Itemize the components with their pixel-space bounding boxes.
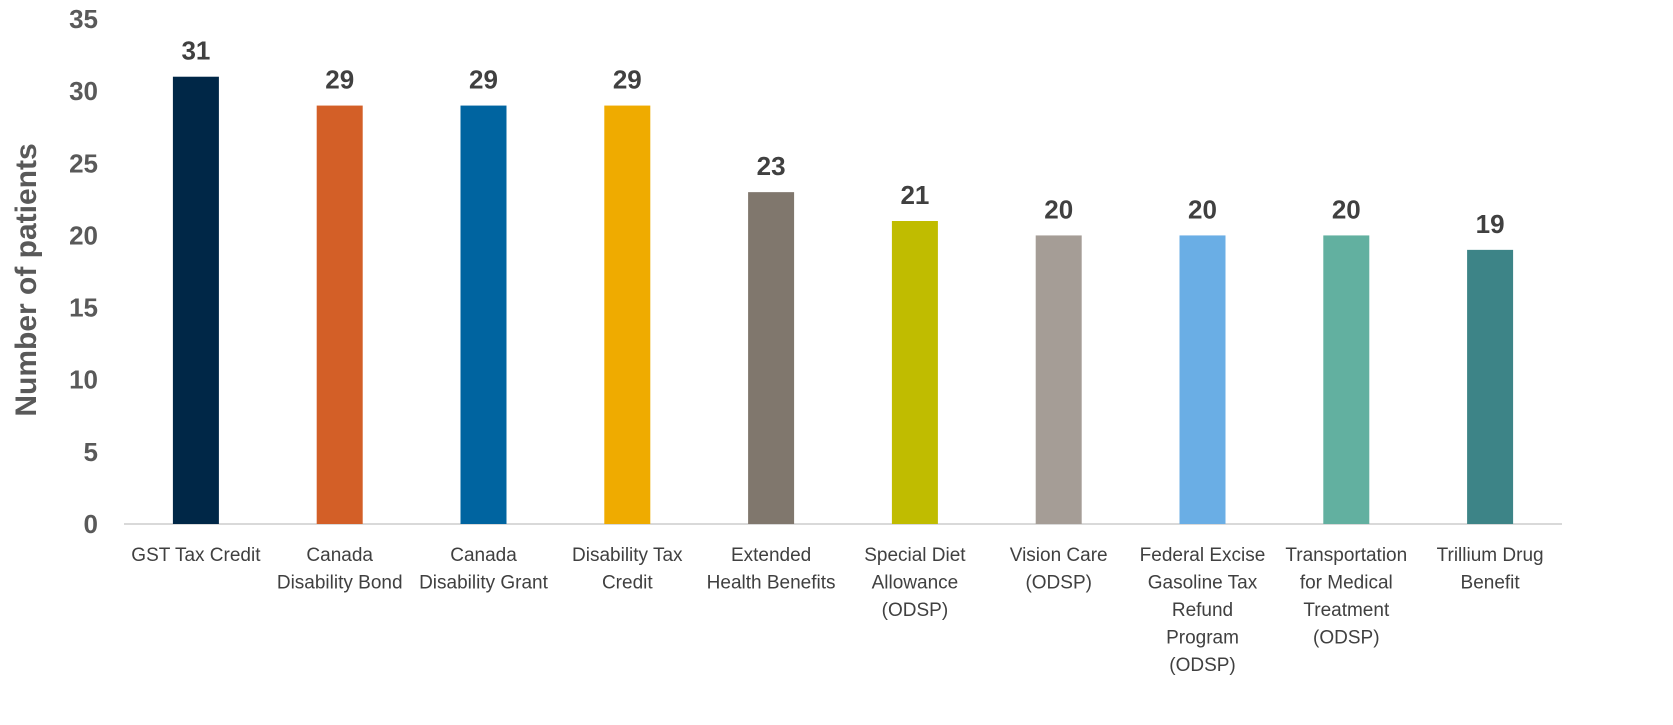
x-tick-label: Disability Tax Credit [572,545,683,594]
y-tick-label: 30 [69,76,98,106]
x-tick-label-line: Vision Care [1010,545,1108,566]
bar-data-label: 20 [1188,194,1217,224]
x-tick-label-line: Transportation [1285,545,1407,566]
x-tick-label-line: Extended [731,545,811,566]
y-tick-label: 35 [69,4,98,34]
bar [604,105,651,525]
x-tick-label-line: Canada [306,545,373,566]
data-labels: 31 29 29 29 23 21 20 20 20 19 [181,36,1504,239]
x-tick-label-line: Trillium Drug [1437,545,1544,566]
x-tick-label-line: Disability Grant [419,573,549,594]
x-tick-label-line: (ODSP) [1025,573,1092,594]
x-tick-label-line: Special Diet [864,545,966,566]
x-tick-label: Special Diet Allowance (ODSP) [864,545,966,621]
x-tick-label-line: Canada [450,545,517,566]
x-tick-label-line: Gasoline Tax [1148,573,1258,594]
x-tick-label-line: Program [1166,628,1239,649]
y-tick-label: 0 [84,509,98,539]
bar [460,105,507,525]
bar-data-label: 23 [757,151,786,181]
bars [172,76,1514,525]
bar [1035,235,1082,524]
y-axis-title-group: Number of patients [10,143,43,416]
x-tick-label-line: Disability Tax [572,545,683,566]
x-tick-label-line: for Medical [1300,573,1393,594]
x-tick-label-line: GST Tax Credit [131,545,261,566]
x-tick-label-line: Refund [1172,600,1233,621]
x-tick-label: Canada Disability Grant [419,545,549,594]
x-tick-label: Federal Excise Gasoline Tax Refund Program (… [1140,545,1266,676]
y-tick-label: 25 [69,148,98,178]
bar [891,221,938,524]
y-tick-label: 10 [69,365,98,395]
x-tick-label-line: Credit [602,573,653,594]
bar-data-label: 29 [469,65,498,95]
x-tick-label: GST Tax Credit [131,545,261,566]
bar [172,76,219,524]
x-axis-ticks: GST Tax Credit Canada Disability BondCanad… [131,545,1543,676]
bar-data-label: 20 [1044,194,1073,224]
bar [1467,249,1514,524]
x-tick-label-line: Treatment [1303,600,1390,621]
x-tick-label-line: (ODSP) [1169,655,1236,676]
bar [748,192,795,524]
bar [1323,235,1370,524]
x-tick-label: Vision Care (ODSP) [1010,545,1108,594]
y-axis-title: Number of patients [10,143,43,416]
bar-data-label: 20 [1332,194,1361,224]
x-tick-label-line: Benefit [1461,573,1521,594]
y-axis-ticks: 0 5 10 15 20 25 30 35 [69,4,98,539]
y-tick-label: 5 [84,437,98,467]
bar-data-label: 29 [613,65,642,95]
bar-data-label: 31 [181,36,210,66]
x-tick-label: Canada Disability Bond [277,545,403,594]
y-tick-label: 20 [69,220,98,250]
x-tick-label-line: (ODSP) [882,600,949,621]
bar-data-label: 29 [325,65,354,95]
x-tick-label-line: Disability Bond [277,573,403,594]
x-tick-label-line: Federal Excise [1140,545,1266,566]
x-tick-label-line: Allowance [872,573,959,594]
x-tick-label: Trillium Drug Benefit [1437,545,1544,594]
y-tick-label: 15 [69,293,98,323]
x-tick-label-line: Health Benefits [707,573,836,594]
bar-data-label: 21 [900,180,929,210]
bar-data-label: 19 [1476,209,1505,239]
x-tick-label-line: (ODSP) [1313,628,1380,649]
x-tick-label: Transportation for Medical Treatment (ODSP) [1285,545,1407,649]
bar [316,105,363,525]
x-tick-label: Extended Health Benefits [707,545,836,594]
bar [1179,235,1226,524]
